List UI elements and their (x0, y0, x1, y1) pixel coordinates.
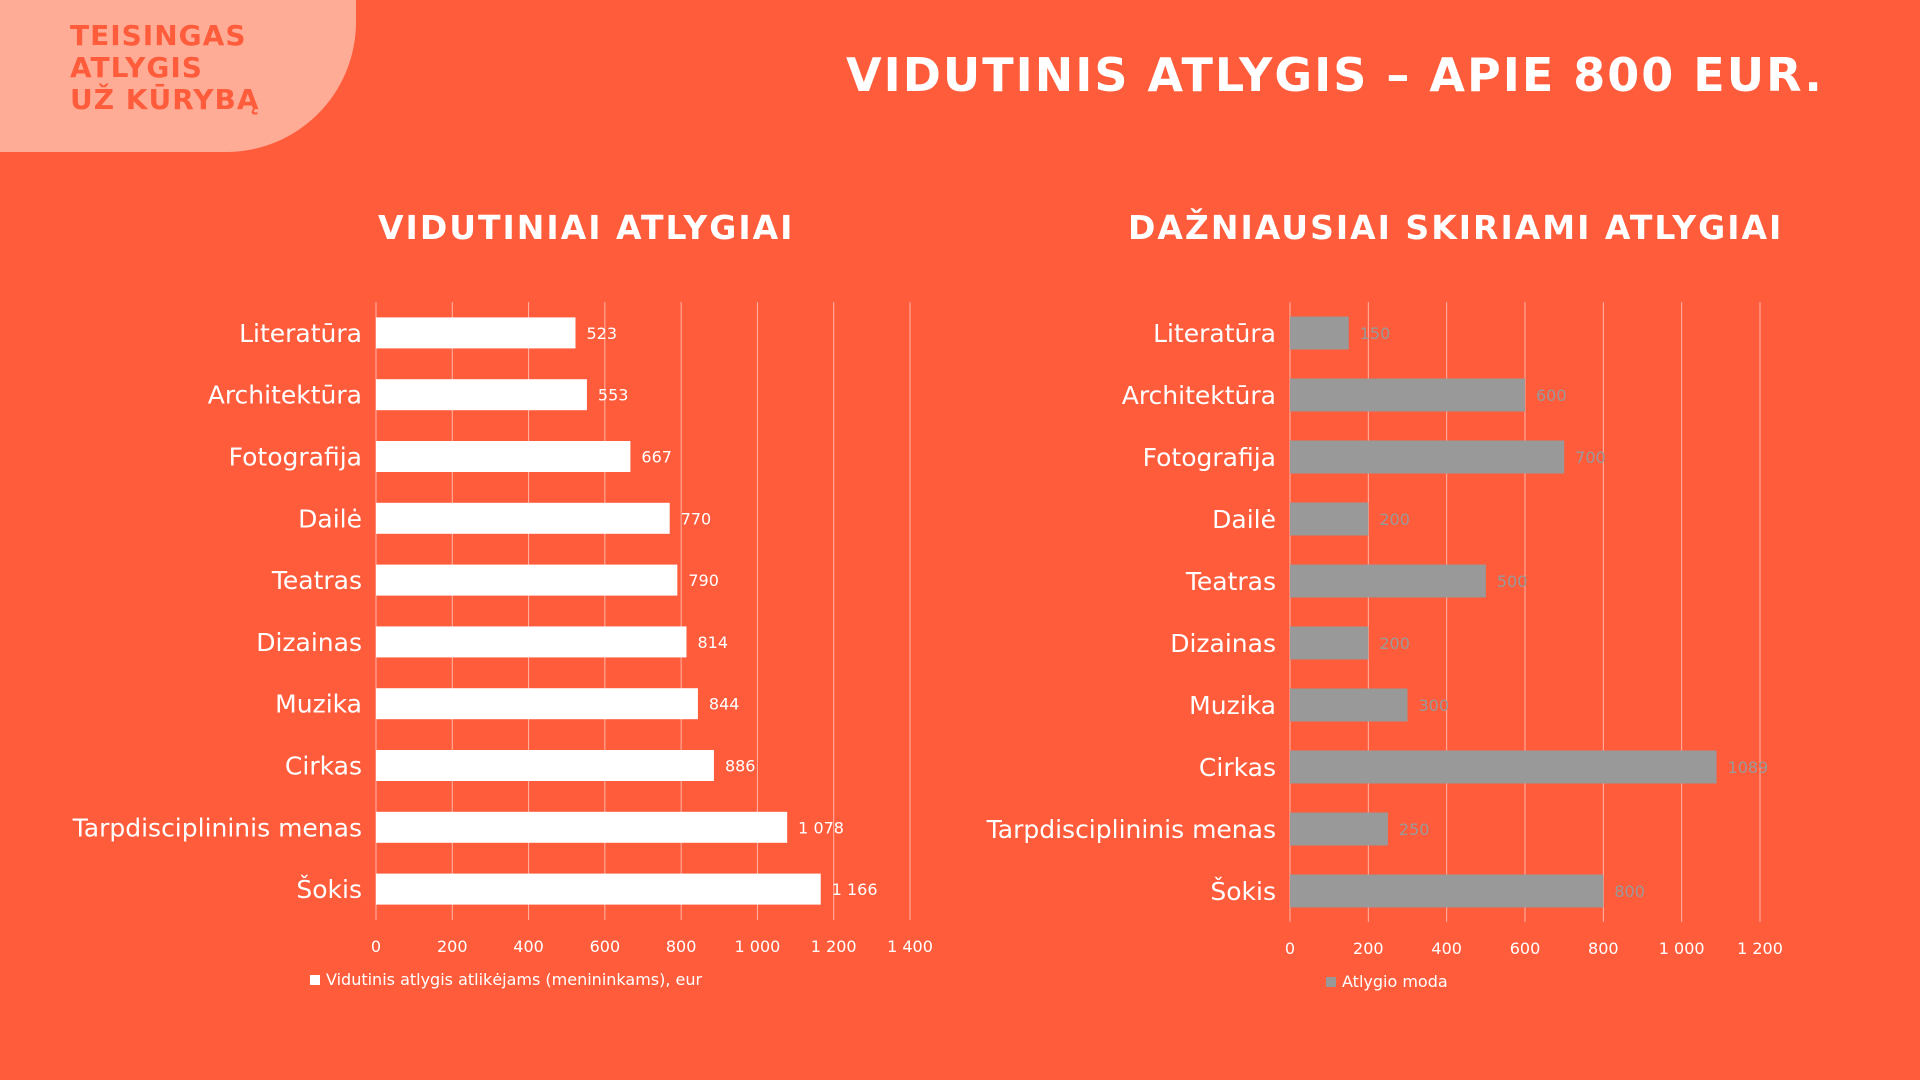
category-label: Muzika (1189, 691, 1276, 720)
data-label: 667 (641, 448, 672, 467)
category-label: Architektūra (208, 381, 362, 410)
bar (376, 564, 678, 596)
data-label: 150 (1360, 324, 1391, 343)
logo-line-3: UŽ KŪRYBĄ (70, 83, 260, 116)
bar (1290, 440, 1565, 474)
chart-title-left: VIDUTINIAI ATLYGIAI (378, 208, 795, 247)
category-label: Tarpdisciplininis menas (72, 813, 362, 842)
x-tick-label: 1 200 (1737, 939, 1783, 958)
data-label: 553 (598, 386, 629, 405)
category-label: Teatras (271, 566, 362, 595)
bar (376, 750, 714, 781)
data-label: 200 (1379, 510, 1410, 529)
data-label: 500 (1497, 572, 1528, 591)
data-label: 1 166 (832, 880, 878, 899)
bar (376, 441, 631, 472)
legend-right: Atlygio moda (1326, 972, 1448, 991)
x-tick-label: 800 (666, 937, 697, 956)
x-tick-label: 400 (513, 937, 544, 956)
legend-swatch (1326, 976, 1336, 987)
bar (376, 317, 576, 349)
category-label: Tarpdisciplininis menas (986, 815, 1276, 844)
category-label: Architektūra (1122, 381, 1276, 410)
x-tick-label: 200 (1353, 939, 1384, 958)
x-tick-label: 1 200 (811, 937, 857, 956)
data-label: 1089 (1728, 758, 1769, 777)
category-label: Fotografija (229, 443, 362, 472)
data-label: 844 (709, 695, 740, 714)
category-label: Cirkas (1199, 753, 1276, 782)
data-label: 250 (1399, 820, 1430, 839)
bar (1290, 750, 1717, 784)
bar (376, 379, 587, 411)
slide-title: VIDUTINIS ATLYGIS – APIE 800 EUR. (846, 48, 1824, 102)
chart-title-right: DAŽNIAUSIAI SKIRIAMI ATLYGIAI (1128, 208, 1784, 247)
x-tick-label: 400 (1431, 939, 1462, 958)
legend-left: Vidutinis atlygis atlikėjams (menininkam… (310, 970, 702, 989)
data-label: 800 (1614, 882, 1645, 901)
category-label: Fotografija (1143, 443, 1276, 472)
data-label: 1 078 (798, 818, 844, 837)
category-label: Dizainas (1170, 629, 1276, 658)
bar (1290, 688, 1408, 722)
category-label: Literatūra (1153, 319, 1276, 348)
x-tick-label: 800 (1588, 939, 1619, 958)
legend-swatch (310, 974, 320, 985)
bar (1290, 874, 1604, 908)
category-label: Dizainas (256, 628, 362, 657)
x-tick-label: 0 (1285, 939, 1295, 958)
bar (376, 626, 687, 658)
data-label: 700 (1575, 448, 1606, 467)
bar (1290, 812, 1388, 846)
x-tick-label: 600 (1510, 939, 1541, 958)
data-label: 790 (688, 571, 719, 590)
logo-line-2: ATLYGIS (70, 51, 203, 84)
category-label: Muzika (275, 690, 362, 719)
bar (1290, 378, 1525, 412)
bar (1290, 502, 1369, 536)
bar (1290, 316, 1349, 350)
bar (376, 811, 788, 843)
category-label: Literatūra (239, 319, 362, 348)
x-tick-label: 200 (437, 937, 468, 956)
data-label: 200 (1379, 634, 1410, 653)
logo-background (0, 0, 356, 152)
bar (376, 688, 698, 720)
bar (1290, 626, 1369, 660)
bar (376, 502, 670, 534)
data-label: 770 (681, 509, 712, 528)
logo-line-1: TEISINGAS (70, 19, 247, 52)
category-label: Dailė (298, 504, 362, 533)
x-tick-label: 1 000 (735, 937, 781, 956)
data-label: 300 (1419, 696, 1450, 715)
category-label: Cirkas (285, 752, 362, 781)
legend-label: Atlygio moda (1342, 972, 1448, 991)
data-label: 600 (1536, 386, 1567, 405)
logo: TEISINGAS ATLYGIS UŽ KŪRYBĄ (70, 20, 260, 116)
bar (1290, 564, 1486, 598)
x-tick-label: 600 (590, 937, 621, 956)
category-label: Šokis (1210, 876, 1276, 906)
legend-label: Vidutinis atlygis atlikėjams (menininkam… (326, 970, 703, 989)
x-tick-label: 1 000 (1659, 939, 1705, 958)
category-label: Šokis (296, 874, 362, 904)
category-label: Dailė (1212, 505, 1276, 534)
data-label: 814 (697, 633, 728, 652)
data-label: 886 (725, 757, 756, 776)
x-tick-label: 1 400 (887, 937, 933, 956)
bar (376, 873, 821, 905)
x-tick-label: 0 (371, 937, 381, 956)
category-label: Teatras (1185, 567, 1276, 596)
data-label: 523 (586, 324, 617, 343)
